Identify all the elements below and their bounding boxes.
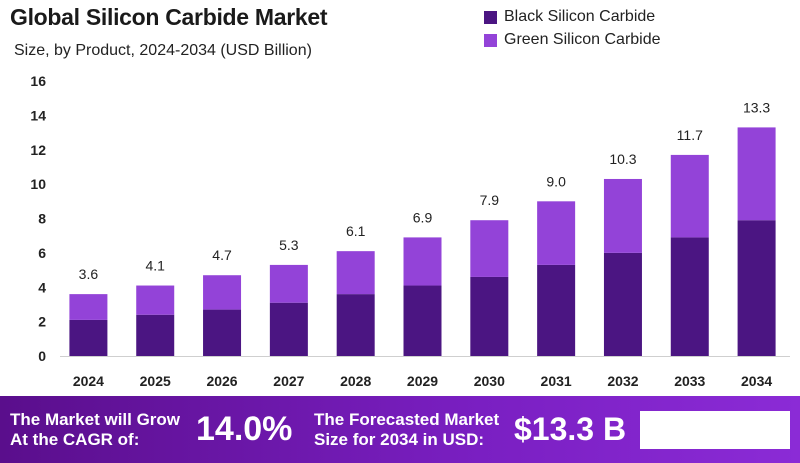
y-tick-label: 10: [30, 176, 46, 192]
legend-swatch-green: [484, 33, 497, 47]
y-tick-label: 8: [38, 211, 46, 227]
y-tick-label: 4: [38, 279, 46, 295]
bar-green-2030: [470, 220, 509, 277]
bar-green-2024: [69, 294, 108, 320]
bar-black-2029: [403, 285, 442, 356]
bar-green-2029: [403, 237, 442, 286]
y-tick-label: 16: [30, 73, 46, 89]
bar-green-2032: [603, 178, 642, 253]
bar-green-2026: [203, 275, 242, 310]
bar-black-2030: [470, 276, 509, 356]
bar-green-2031: [537, 201, 576, 265]
bar-black-2032: [603, 252, 642, 356]
bar-green-2027: [269, 264, 308, 303]
x-tick-label: 2027: [273, 373, 304, 389]
chart-legend: Black Silicon Carbide Green Silicon Carb…: [484, 6, 661, 52]
bar-black-2031: [537, 264, 576, 356]
legend-label-green: Green Silicon Carbide: [504, 31, 661, 48]
y-tick-label: 6: [38, 245, 46, 261]
bar-green-2034: [737, 127, 776, 221]
y-tick-label: 12: [30, 142, 46, 158]
x-tick-label: 2028: [340, 373, 371, 389]
data-label-2028: 6.1: [346, 223, 366, 239]
chart-title: Global Silicon Carbide Market: [10, 4, 328, 30]
data-label-2025: 4.1: [145, 258, 165, 274]
x-tick-label: 2032: [607, 373, 638, 389]
forecast-label: The Forecasted Market Size for 2034 in U…: [314, 410, 500, 449]
x-tick-label: 2026: [206, 373, 237, 389]
bar-black-2024: [69, 319, 108, 356]
banner-blank-box: [640, 411, 790, 449]
cagr-value: 14.0%: [196, 410, 293, 448]
x-tick-label: 2030: [474, 373, 505, 389]
legend-label-black: Black Silicon Carbide: [504, 8, 656, 25]
bar-chart: 0 2 4 6 8 10 12 14 16 3.6 2024 4.1 2025 4.7 2026 5.3 202…: [30, 73, 790, 389]
data-label-2030: 7.9: [480, 192, 500, 208]
data-label-2034: 13.3: [743, 99, 770, 115]
data-label-2032: 10.3: [609, 151, 636, 167]
bar-green-2025: [136, 285, 175, 315]
data-label-2029: 6.9: [413, 209, 433, 225]
x-tick-label: 2033: [674, 373, 705, 389]
x-tick-label: 2024: [73, 373, 104, 389]
x-tick-label: 2034: [741, 373, 772, 389]
data-label-2027: 5.3: [279, 237, 299, 253]
data-label-2031: 9.0: [546, 173, 566, 189]
bar-black-2034: [737, 220, 776, 356]
bar-black-2027: [269, 302, 308, 356]
bar-green-2028: [336, 251, 375, 295]
cagr-label: The Market will Grow At the CAGR of:: [10, 410, 181, 449]
summary-banner: The Market will Grow At the CAGR of: 14.…: [0, 396, 800, 463]
legend-item-green-silicon-carbide: Green Silicon Carbide: [484, 29, 661, 51]
bar-black-2028: [336, 294, 375, 356]
y-tick-label: 2: [38, 314, 46, 330]
y-tick-label: 0: [38, 348, 46, 364]
legend-item-black-silicon-carbide: Black Silicon Carbide: [484, 6, 661, 28]
data-label-2033: 11.7: [677, 127, 703, 143]
data-label-2024: 3.6: [79, 266, 99, 282]
bar-black-2026: [203, 309, 242, 356]
x-tick-label: 2029: [407, 373, 438, 389]
chart-subtitle: Size, by Product, 2024-2034 (USD Billion…: [14, 42, 312, 59]
bar-green-2033: [670, 154, 709, 238]
forecast-value: $13.3 B: [514, 411, 627, 447]
y-tick-label: 14: [30, 107, 46, 123]
x-tick-label: 2025: [140, 373, 171, 389]
legend-swatch-black: [484, 10, 497, 24]
bar-black-2025: [136, 314, 175, 356]
x-tick-label: 2031: [541, 373, 572, 389]
bar-black-2033: [670, 237, 709, 356]
data-label-2026: 4.7: [212, 247, 232, 263]
